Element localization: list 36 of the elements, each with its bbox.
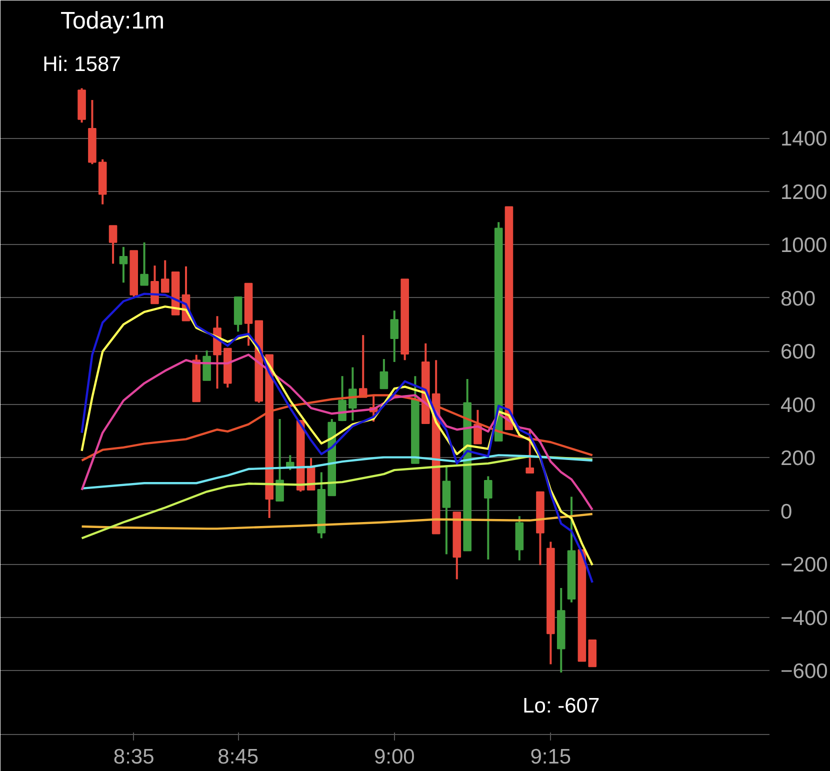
y-tick-label: −200: [780, 554, 828, 577]
candlestick: [150, 264, 159, 305]
candlestick: [108, 224, 118, 265]
chart-title: Today:1m: [60, 8, 165, 34]
candlestick: [202, 350, 211, 382]
y-tick-label: −600: [780, 660, 828, 684]
candlestick: [526, 428, 534, 474]
x-tick-label: 9:00: [374, 746, 415, 768]
y-tick-label: 400: [780, 394, 816, 417]
candlestick: [140, 241, 148, 286]
candlestick: [390, 310, 399, 363]
x-tick-label: 8:45: [218, 746, 259, 768]
candlestick: [380, 358, 388, 390]
annotation: Hi: 1587: [42, 53, 121, 76]
line-series: [80, 455, 594, 540]
y-tick-label: 800: [780, 287, 816, 310]
y-tick-label: 200: [780, 447, 816, 470]
x-tick-label: 9:15: [530, 746, 572, 768]
candlestick: [160, 259, 170, 294]
y-tick-label: −400: [780, 606, 828, 630]
line-series: [80, 512, 594, 530]
y-tick-label: 600: [780, 340, 816, 364]
y-tick-label: 1000: [780, 234, 828, 258]
y-tick-label: 1200: [780, 180, 828, 204]
candlestick: [348, 366, 357, 422]
annotation: Lo: -607: [522, 694, 600, 718]
x-tick-label: 8:35: [113, 746, 154, 768]
line-series: [80, 454, 594, 490]
candlestick: [119, 246, 128, 284]
line-series: [80, 354, 594, 511]
candlestick: [276, 418, 284, 502]
candlestick: [338, 375, 346, 422]
line-series: [80, 394, 594, 462]
y-tick-label: 0: [780, 500, 792, 524]
candlestick: [484, 475, 492, 561]
y-tick-label: 1400: [780, 128, 828, 151]
